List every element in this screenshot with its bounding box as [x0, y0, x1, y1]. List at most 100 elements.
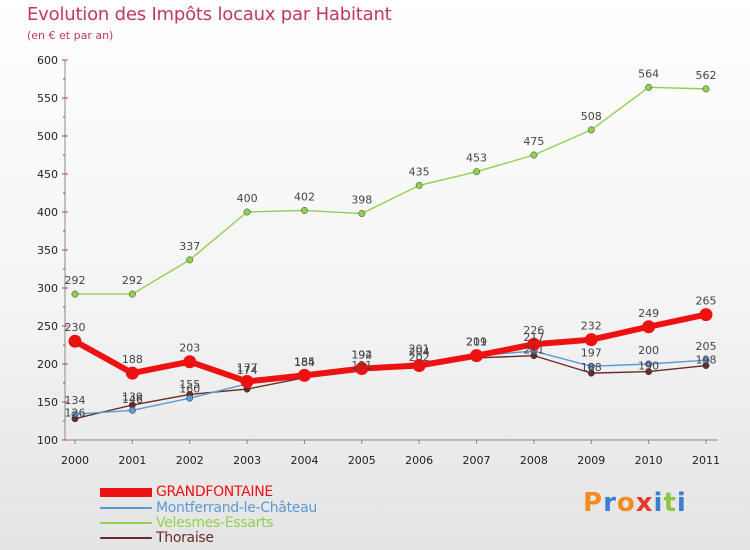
x-tick-label: 2002: [176, 454, 204, 467]
series-line-montferrand-le-ch-teau: [74, 350, 707, 415]
data-point-velesmes-essarts: [243, 208, 251, 216]
x-tick-label: 2011: [692, 454, 720, 467]
data-point-grandfontaine: [125, 366, 139, 380]
data-point-montferrand-le-ch-teau: [645, 360, 653, 368]
data-point-grandfontaine: [527, 337, 541, 351]
data-label-montferrand-le-ch-teau: 197: [581, 346, 602, 359]
data-label-grandfontaine: 194: [351, 349, 372, 362]
data-point-grandfontaine: [240, 374, 254, 388]
chart-series: [68, 83, 713, 423]
data-point-velesmes-essarts: [301, 207, 308, 214]
data-point-grandfontaine: [470, 349, 484, 363]
x-tick-label: 2009: [577, 454, 605, 467]
data-point-velesmes-essarts: [587, 126, 595, 134]
legend-swatch-velesmes: [100, 522, 152, 524]
data-point-velesmes-essarts: [645, 83, 653, 91]
data-label-grandfontaine: 226: [523, 324, 544, 337]
data-label-velesmes-essarts: 508: [581, 110, 602, 123]
data-label-grandfontaine: 249: [638, 307, 659, 320]
logo-letter: P: [583, 488, 604, 518]
data-label-extra: 146: [122, 393, 143, 406]
data-point-montferrand-le-ch-teau: [186, 394, 194, 402]
data-point-grandfontaine: [183, 355, 197, 369]
data-label-montferrand-le-ch-teau: 205: [696, 340, 717, 353]
data-label-grandfontaine: 188: [122, 353, 143, 366]
legend-label-montferrand: Montferrand-le-Château: [156, 500, 317, 516]
data-point-grandfontaine: [642, 320, 656, 334]
data-point-velesmes-essarts: [473, 168, 480, 176]
data-label-velesmes-essarts: 475: [523, 135, 544, 148]
data-label-grandfontaine: 204: [409, 346, 430, 359]
y-tick-label: 200: [37, 358, 58, 371]
data-point-grandfontaine: [699, 308, 713, 322]
legend-swatch-montferrand: [100, 507, 152, 509]
chart-axes: 100 150 200 250 300 350 400 450 500 550 600 2000 200…: [37, 54, 720, 467]
logo-letter: r: [603, 488, 617, 518]
legend-swatch-grandfontaine: [100, 488, 152, 497]
data-point-velesmes-essarts: [415, 181, 423, 189]
data-label-extra: 190: [638, 360, 659, 373]
data-label-extra: 211: [523, 344, 544, 357]
x-tick-label: 2008: [520, 454, 548, 467]
x-tick-label: 2010: [635, 454, 663, 467]
data-label-velesmes-essarts: 564: [638, 67, 659, 80]
data-point-grandfontaine: [68, 334, 82, 348]
data-point-thoraise: [587, 369, 595, 377]
data-label-velesmes-essarts: 292: [65, 274, 86, 287]
x-tick-label: 2003: [233, 454, 261, 467]
logo-letter: t: [663, 488, 677, 518]
data-label-montferrand-le-ch-teau: 192: [351, 349, 372, 362]
data-point-velesmes-essarts: [186, 256, 194, 264]
chart-title: Evolution des Impôts locaux par Habitant: [27, 4, 392, 25]
data-point-velesmes-essarts: [71, 290, 79, 298]
data-point-montferrand-le-ch-teau: [71, 410, 79, 418]
data-point-montferrand-le-ch-teau: [587, 362, 595, 370]
data-label-montferrand-le-ch-teau: 200: [638, 344, 659, 357]
data-point-grandfontaine: [412, 359, 426, 373]
y-tick-label: 400: [37, 206, 58, 219]
logo-letter: x: [635, 488, 654, 518]
data-point-montferrand-le-ch-teau: [128, 406, 136, 414]
data-label-grandfontaine: 203: [179, 342, 200, 355]
data-label-extra: 198: [696, 354, 717, 367]
data-label-montferrand-le-ch-teau: 134: [65, 394, 86, 407]
legend-label-grandfontaine: GRANDFONTAINE: [156, 484, 273, 500]
y-tick-label: 100: [37, 434, 58, 447]
data-point-velesmes-essarts: [530, 151, 538, 159]
data-label-montferrand-le-ch-teau: 174: [237, 364, 258, 377]
proxiti-logo: Proxiti: [583, 488, 687, 518]
data-label-velesmes-essarts: 453: [466, 152, 487, 165]
data-label-montferrand-le-ch-teau: 184: [294, 356, 315, 369]
x-tick-label: 2007: [463, 454, 491, 467]
y-tick-label: 250: [37, 320, 58, 333]
data-label-montferrand-le-ch-teau: 155: [179, 378, 200, 391]
data-label-velesmes-essarts: 337: [179, 240, 200, 253]
series-line-grandfontaine: [72, 311, 709, 385]
data-point-grandfontaine: [584, 333, 598, 347]
y-tick-label: 150: [37, 396, 58, 409]
y-tick-label: 450: [37, 168, 58, 181]
x-tick-label: 2005: [348, 454, 376, 467]
data-point-thoraise: [645, 368, 653, 376]
logo-letter: i: [676, 488, 687, 518]
legend-swatch-thoraise: [100, 537, 152, 539]
data-label-extra: 188: [581, 361, 602, 374]
y-tick-label: 500: [37, 130, 58, 143]
data-point-grandfontaine: [297, 368, 311, 382]
data-label-extra: 160: [179, 382, 200, 395]
x-tick-label: 2004: [290, 454, 318, 467]
series-line-velesmes-essarts: [74, 86, 707, 295]
data-label-grandfontaine: 177: [237, 361, 258, 374]
y-tick-label: 550: [37, 92, 58, 105]
data-label-montferrand-le-ch-teau: 201: [409, 342, 430, 355]
chart-subtitle: (en € et par an): [27, 29, 114, 42]
data-label-montferrand-le-ch-teau: 217: [523, 331, 544, 344]
data-label-grandfontaine: 265: [696, 295, 717, 308]
data-label-extra: 202: [409, 351, 430, 364]
data-label-extra: 126: [65, 407, 86, 420]
data-label-velesmes-essarts: 400: [237, 192, 258, 205]
data-label-velesmes-essarts: 402: [294, 190, 315, 203]
legend-label-velesmes: Velesmes-Essarts: [156, 515, 274, 531]
legend-label-thoraise: Thoraise: [156, 530, 214, 546]
